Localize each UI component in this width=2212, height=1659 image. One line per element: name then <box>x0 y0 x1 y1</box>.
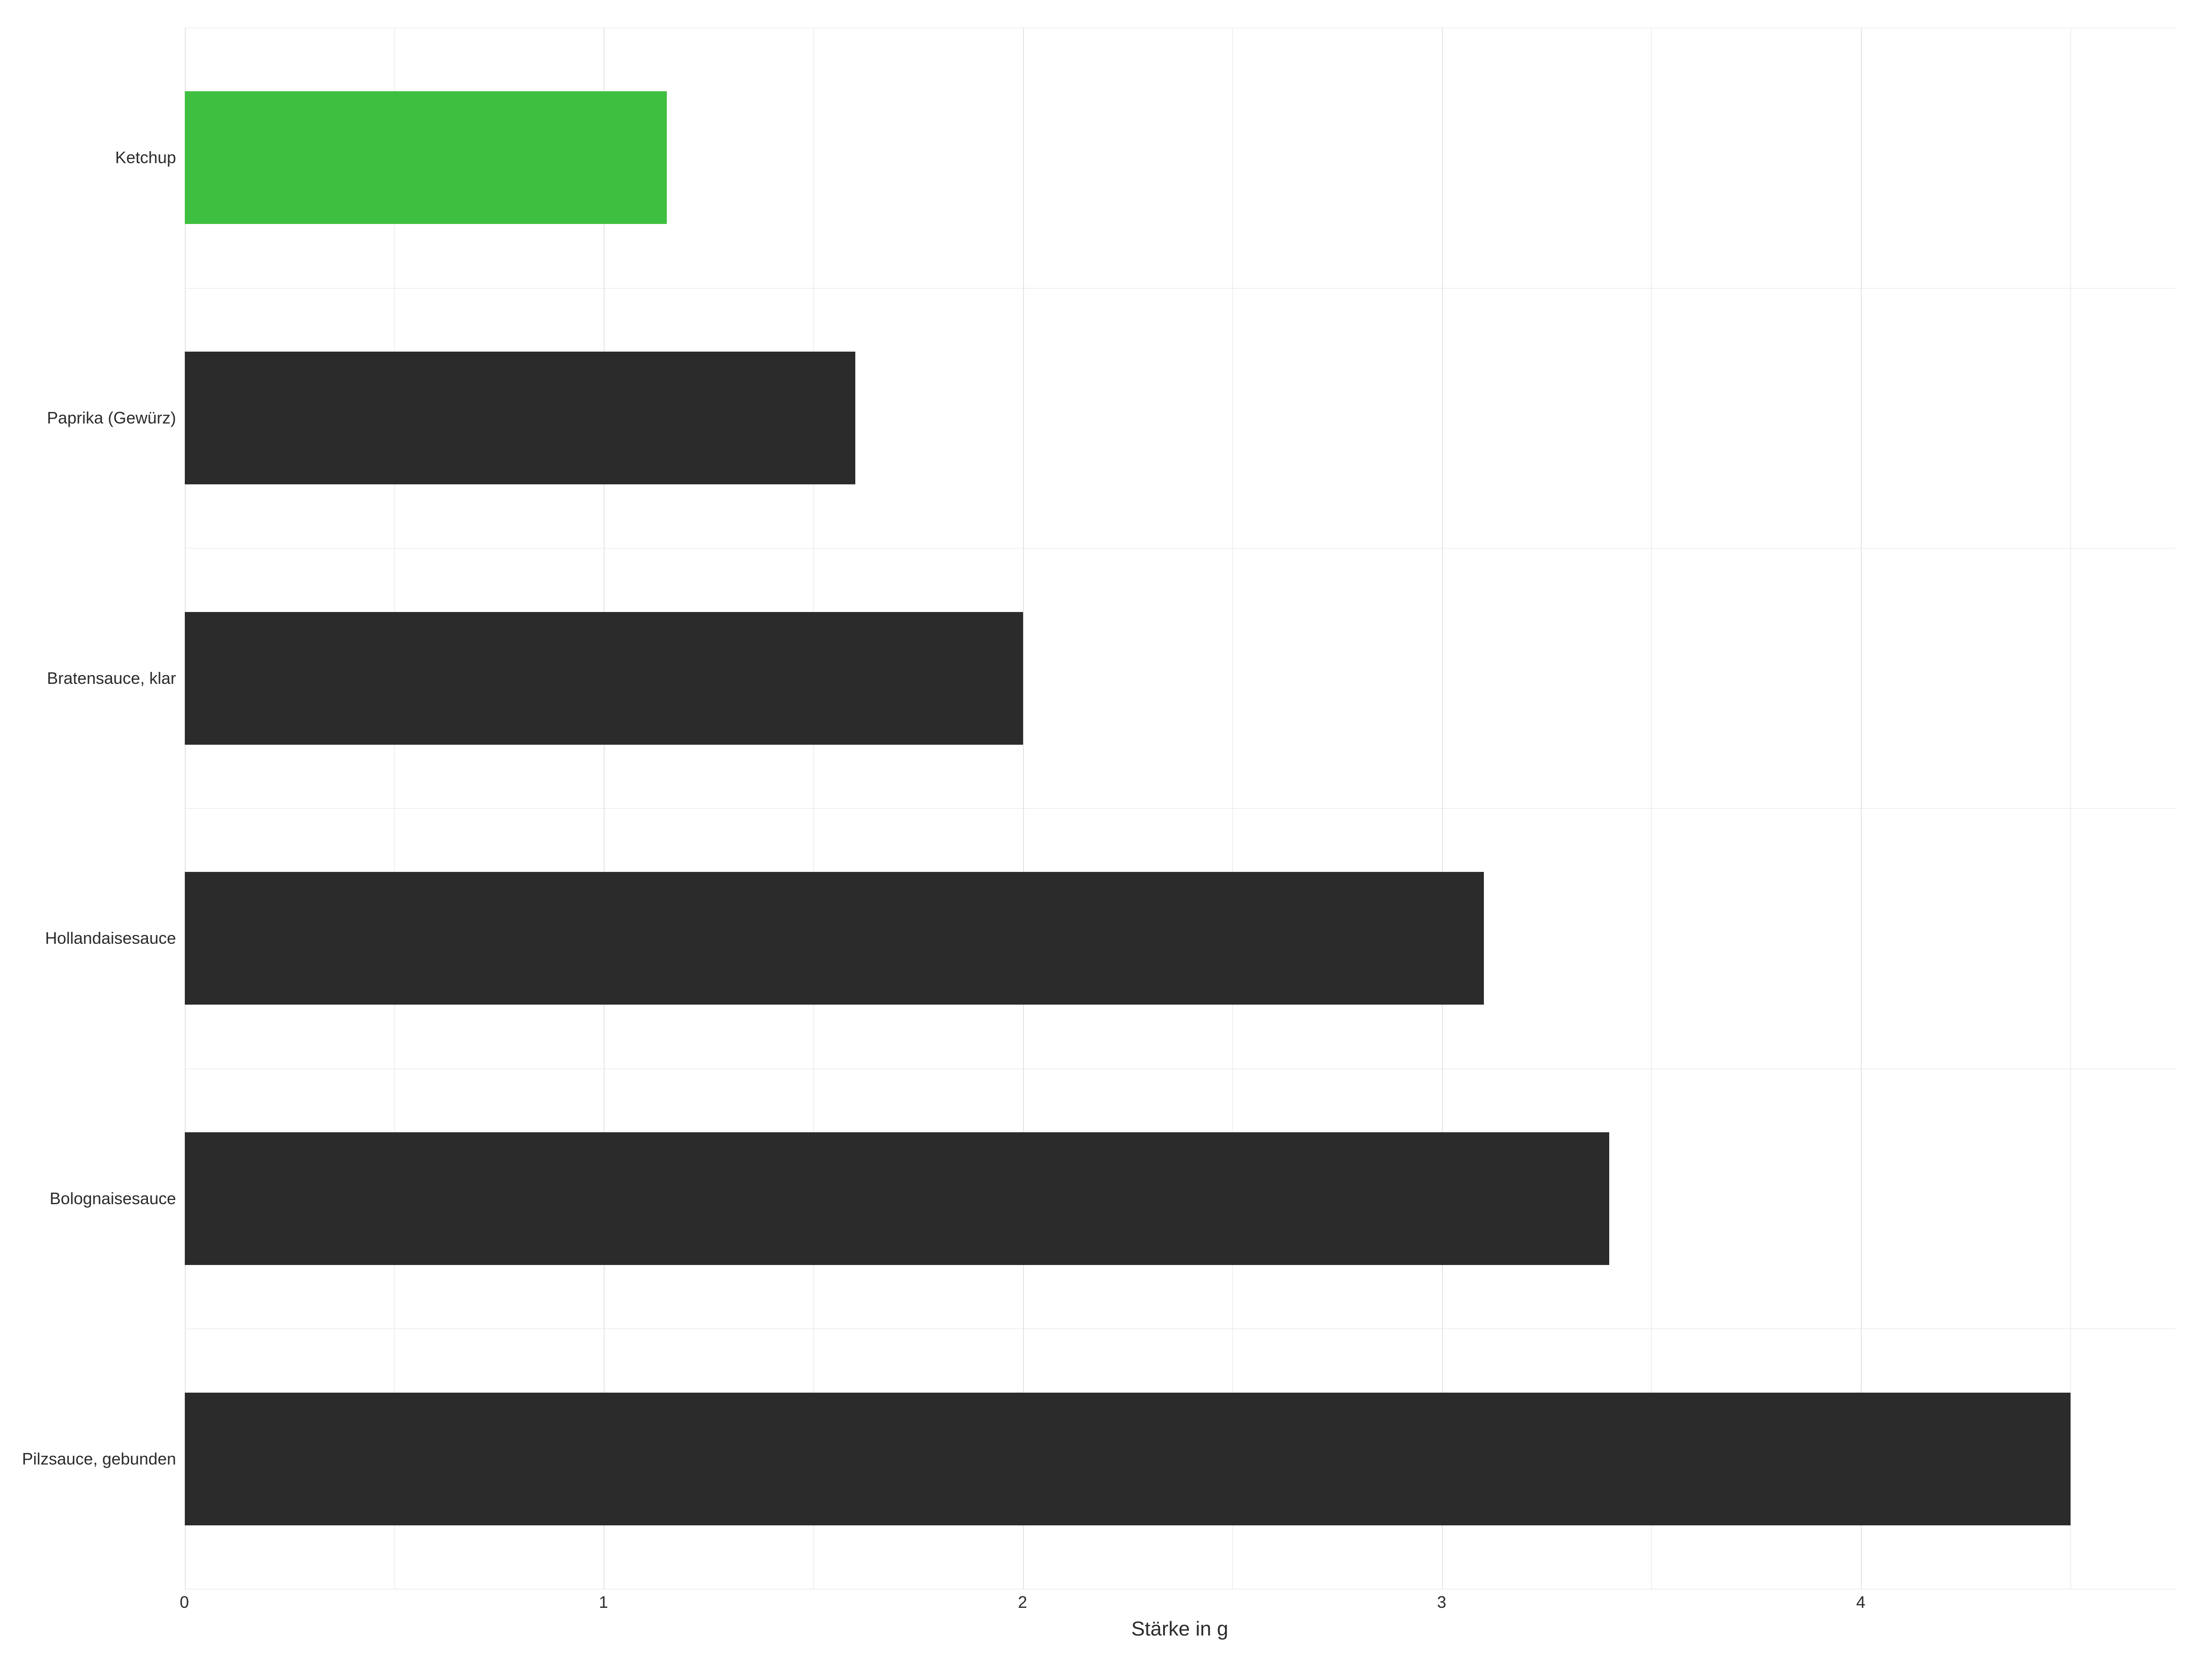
x-tick-label: 0 <box>180 1593 189 1612</box>
x-label-row: Stärke in g <box>18 1615 2175 1641</box>
x-axis-row: 0 1 2 3 4 <box>18 1589 2175 1615</box>
bar <box>185 612 1023 745</box>
x-tick-label: 1 <box>599 1593 608 1612</box>
y-tick-label: Bratensauce, klar <box>18 669 176 688</box>
bar <box>185 1393 2071 1525</box>
x-axis: 01234 <box>184 1589 2175 1615</box>
y-tick-label: Pilzsauce, gebunden <box>18 1449 176 1469</box>
horizontal-bar-chart: Ketchup Paprika (Gewürz) Bratensauce, klar… <box>18 28 2175 1641</box>
x-axis-label: Stärke in g <box>184 1615 2175 1641</box>
x-tick-label: 4 <box>1856 1593 1865 1612</box>
plot-area <box>184 28 2175 1589</box>
axis-spacer <box>18 1615 184 1641</box>
y-tick-label: Hollandaisesauce <box>18 929 176 948</box>
y-tick-label: Bolognaisesauce <box>18 1189 176 1208</box>
chart-container: Ketchup Paprika (Gewürz) Bratensauce, klar… <box>0 0 2212 1659</box>
y-tick-label: Ketchup <box>18 148 176 167</box>
bar <box>185 352 855 484</box>
y-tick-label: Paprika (Gewürz) <box>18 408 176 428</box>
plot-row: Ketchup Paprika (Gewürz) Bratensauce, klar… <box>18 28 2175 1589</box>
bar <box>185 872 1484 1005</box>
x-tick-label: 2 <box>1018 1593 1027 1612</box>
x-tick-label: 3 <box>1437 1593 1446 1612</box>
y-axis-labels: Ketchup Paprika (Gewürz) Bratensauce, klar… <box>18 28 184 1589</box>
bar <box>185 91 667 224</box>
bars-layer <box>185 28 2175 1589</box>
bar <box>185 1132 1609 1265</box>
axis-spacer <box>18 1589 184 1615</box>
